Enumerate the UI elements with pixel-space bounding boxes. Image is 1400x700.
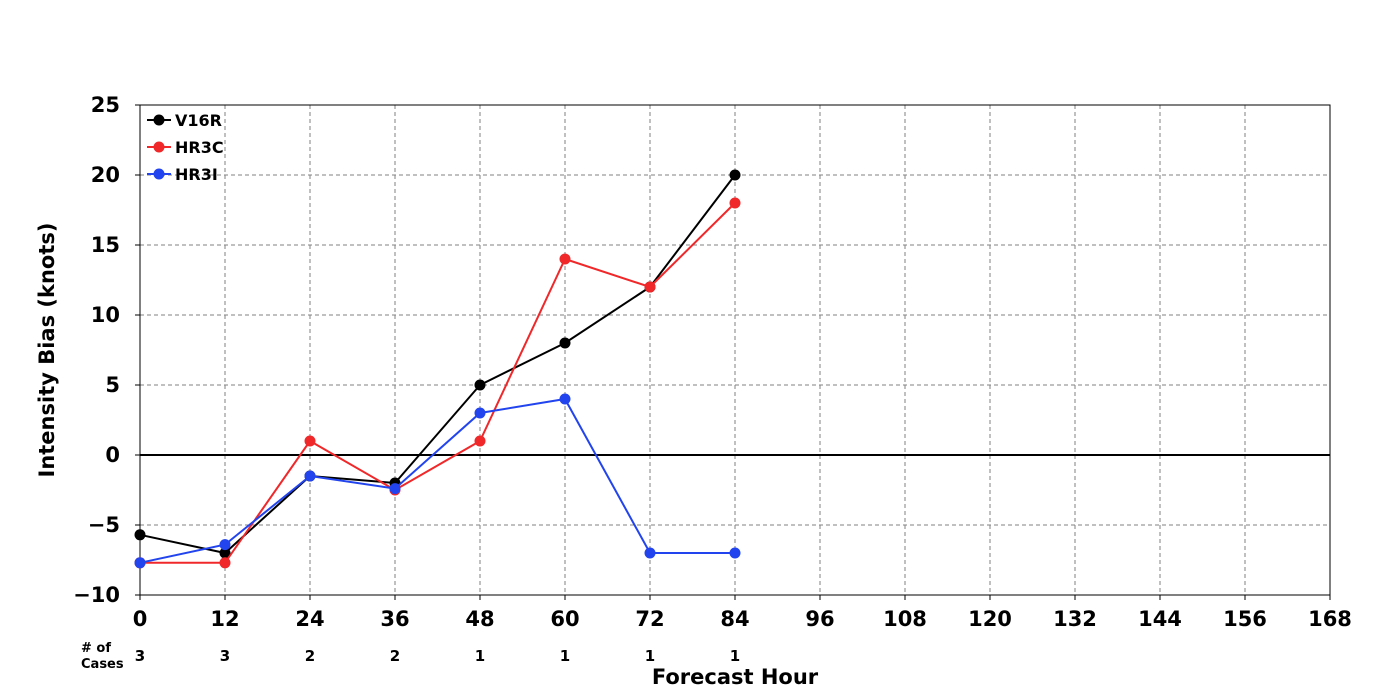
data-point-v16r bbox=[134, 529, 146, 541]
case-count: 1 bbox=[645, 647, 655, 665]
x-tick-label: 36 bbox=[380, 607, 409, 631]
x-axis-title: Forecast Hour bbox=[652, 665, 819, 689]
case-count: 1 bbox=[560, 647, 570, 665]
data-point-hr3c bbox=[474, 435, 486, 447]
y-tick-label: −5 bbox=[88, 513, 120, 537]
data-point-hr3i bbox=[729, 547, 741, 559]
x-tick-label: 60 bbox=[550, 607, 579, 631]
y-axis-title: Intensity Bias (knots) bbox=[35, 223, 59, 478]
data-point-hr3i bbox=[304, 470, 316, 482]
data-point-v16r bbox=[219, 547, 231, 559]
y-tick-label: 5 bbox=[105, 373, 120, 397]
data-point-v16r bbox=[474, 379, 486, 391]
data-point-v16r bbox=[729, 169, 741, 181]
data-point-hr3i bbox=[134, 557, 146, 569]
legend-marker-hr3c bbox=[153, 141, 165, 153]
data-point-hr3i bbox=[644, 547, 656, 559]
x-tick-label: 72 bbox=[635, 607, 664, 631]
data-point-hr3c bbox=[644, 281, 656, 293]
series-line-hr3i bbox=[139, 397, 735, 564]
y-tick-label: −10 bbox=[73, 583, 120, 607]
x-tick-label: 144 bbox=[1138, 607, 1182, 631]
series bbox=[134, 169, 741, 569]
legend-label-v16r: V16R bbox=[175, 111, 222, 130]
cases-label-line1: # of bbox=[81, 641, 111, 656]
x-tick-label: 120 bbox=[968, 607, 1012, 631]
legend: V16R HR3C HR3I bbox=[147, 111, 224, 184]
data-point-hr3c bbox=[219, 557, 231, 569]
y-tick-label: 15 bbox=[91, 233, 120, 257]
data-point-hr3i bbox=[559, 393, 571, 405]
data-point-v16r bbox=[559, 337, 571, 349]
series-line-v16r bbox=[139, 174, 736, 555]
tick-labels: 0 12 24 36 48 60 72 84 96 108 120 132 144 156 168−10−5… bbox=[73, 93, 1352, 665]
y-tick-label: 25 bbox=[91, 93, 120, 117]
case-count: 3 bbox=[220, 647, 230, 665]
x-tick-label: 96 bbox=[805, 607, 834, 631]
x-tick-label: 108 bbox=[883, 607, 927, 631]
legend-label-hr3i: HR3I bbox=[175, 165, 218, 184]
x-tick-label: 156 bbox=[1223, 607, 1267, 631]
x-tick-label: 84 bbox=[720, 607, 749, 631]
x-tick-label: 12 bbox=[210, 607, 239, 631]
x-tick-label: 132 bbox=[1053, 607, 1097, 631]
data-point-hr3i bbox=[474, 407, 486, 419]
case-count: 3 bbox=[135, 647, 145, 665]
series-line-hr3c bbox=[140, 202, 736, 564]
case-count: 2 bbox=[305, 647, 315, 665]
data-point-hr3i bbox=[389, 483, 401, 495]
axes bbox=[135, 104, 1331, 600]
x-tick-label: 48 bbox=[465, 607, 494, 631]
y-tick-label: 20 bbox=[91, 163, 120, 187]
legend-marker-hr3i bbox=[153, 168, 165, 180]
data-point-hr3i bbox=[219, 539, 231, 551]
case-count: 1 bbox=[475, 647, 485, 665]
data-point-hr3c bbox=[304, 435, 316, 447]
legend-marker-v16r bbox=[153, 114, 165, 126]
y-tick-label: 10 bbox=[91, 303, 120, 327]
data-point-hr3c bbox=[559, 253, 571, 265]
case-count: 2 bbox=[390, 647, 400, 665]
x-tick-label: 168 bbox=[1308, 607, 1352, 631]
cases-label-line2: Cases bbox=[81, 657, 124, 672]
x-tick-label: 24 bbox=[295, 607, 324, 631]
y-tick-label: 0 bbox=[105, 443, 120, 467]
data-point-hr3c bbox=[729, 197, 741, 209]
legend-label-hr3c: HR3C bbox=[175, 138, 224, 157]
case-count: 1 bbox=[730, 647, 740, 665]
x-tick-label: 0 bbox=[133, 607, 148, 631]
